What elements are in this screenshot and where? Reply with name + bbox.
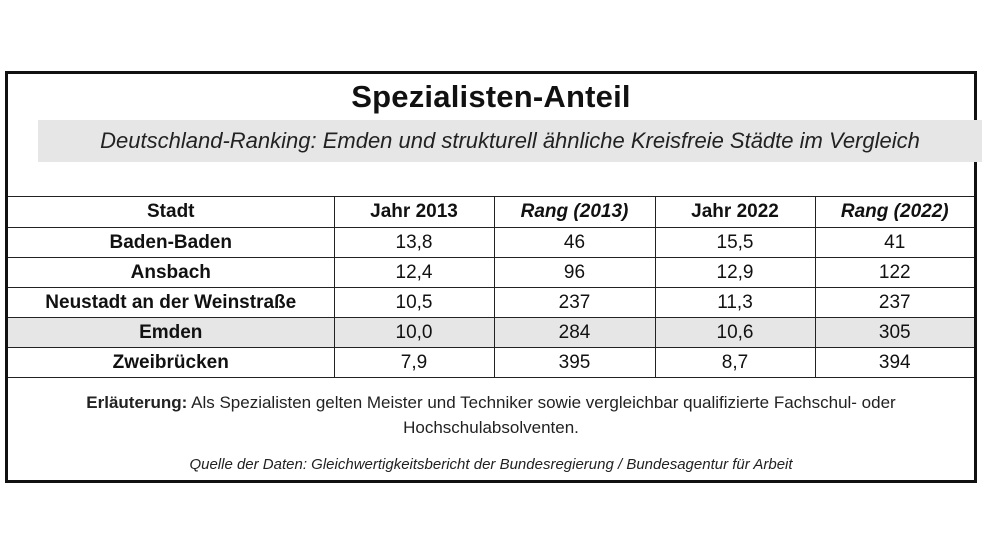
cell-city: Ansbach	[8, 257, 335, 288]
table-row: Neustadt an der Weinstraße 10,5 237 11,3…	[8, 287, 974, 318]
header-rang-2022: Rang (2022)	[814, 196, 974, 228]
table-header-row: Stadt Jahr 2013 Rang (2013) Jahr 2022 Ra…	[8, 196, 974, 228]
cell-city: Emden	[8, 317, 335, 348]
table-row: Zweibrücken 7,9 395 8,7 394	[8, 347, 974, 378]
cell-rang-2013: 395	[493, 347, 656, 378]
ranking-table: Stadt Jahr 2013 Rang (2013) Jahr 2022 Ra…	[8, 196, 974, 378]
table-row: Ansbach 12,4 96 12,9 122	[8, 257, 974, 288]
data-source: Quelle der Daten: Gleichwertigkeitsberic…	[189, 456, 793, 473]
cell-jahr-2022: 8,7	[654, 347, 816, 378]
header-stadt: Stadt	[8, 196, 335, 228]
infographic-frame: Spezialisten-Anteil Deutschland-Ranking:…	[5, 71, 982, 483]
cell-city: Neustadt an der Weinstraße	[8, 287, 335, 318]
page-title: Spezialisten-Anteil	[351, 79, 631, 114]
cell-city: Zweibrücken	[8, 347, 335, 378]
cell-rang-2013: 284	[493, 317, 656, 348]
header-jahr-2022: Jahr 2022	[654, 196, 816, 228]
cell-jahr-2013: 10,0	[333, 317, 495, 348]
explanation-note: Erläuterung: Als Spezialisten gelten Mei…	[48, 390, 934, 440]
header-rang-2013: Rang (2013)	[493, 196, 656, 228]
cell-jahr-2022: 10,6	[654, 317, 816, 348]
cell-jahr-2022: 15,5	[654, 227, 816, 258]
explanation-label: Erläuterung:	[86, 393, 188, 412]
cell-rang-2013: 237	[493, 287, 656, 318]
cell-rang-2013: 46	[493, 227, 656, 258]
cell-rang-2022: 305	[814, 317, 974, 348]
cell-jahr-2013: 13,8	[333, 227, 495, 258]
subtitle: Deutschland-Ranking: Emden und strukture…	[38, 120, 982, 162]
cell-rang-2022: 237	[814, 287, 974, 318]
cell-jahr-2013: 12,4	[333, 257, 495, 288]
cell-jahr-2022: 12,9	[654, 257, 816, 288]
cell-rang-2022: 41	[814, 227, 974, 258]
header-jahr-2013: Jahr 2013	[333, 196, 495, 228]
cell-rang-2022: 122	[814, 257, 974, 288]
cell-rang-2013: 96	[493, 257, 656, 288]
cell-jahr-2013: 7,9	[333, 347, 495, 378]
table-row: Baden-Baden 13,8 46 15,5 41	[8, 227, 974, 258]
cell-jahr-2013: 10,5	[333, 287, 495, 318]
cell-jahr-2022: 11,3	[654, 287, 816, 318]
explanation-text: Als Spezialisten gelten Meister und Tech…	[187, 393, 896, 437]
cell-city: Baden-Baden	[8, 227, 335, 258]
table-row-highlighted: Emden 10,0 284 10,6 305	[8, 317, 974, 348]
cell-rang-2022: 394	[814, 347, 974, 378]
